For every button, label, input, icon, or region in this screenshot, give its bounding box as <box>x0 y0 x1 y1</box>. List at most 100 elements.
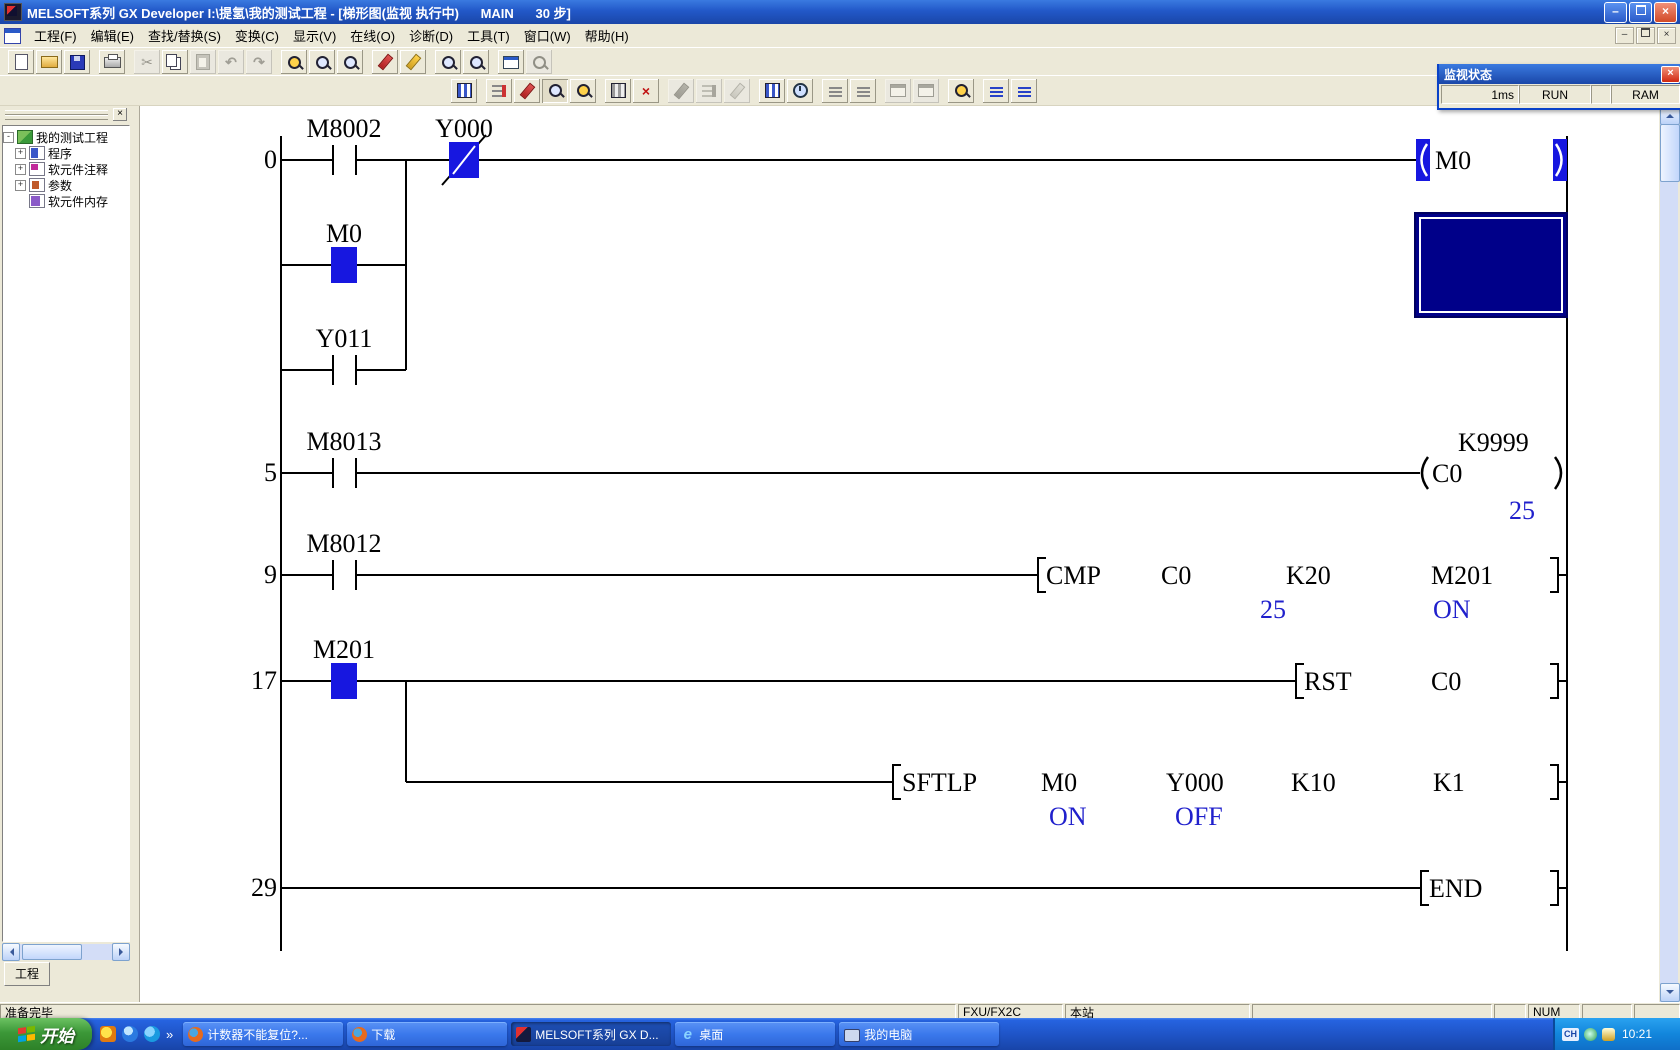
child-minimize-button[interactable]: – <box>1615 27 1634 44</box>
expand-icon[interactable]: + <box>15 179 26 191</box>
restore-button[interactable] <box>1629 1 1652 23</box>
menu-view[interactable]: 显示(V) <box>292 29 337 44</box>
sampling-trace-button[interactable] <box>787 78 813 103</box>
find-instruction-button[interactable] <box>309 50 335 74</box>
contact-m201-energized[interactable] <box>331 663 357 699</box>
menu-tools[interactable]: 工具(T) <box>467 29 510 44</box>
undo-button[interactable]: ↶ <box>218 50 244 74</box>
menu-diagnostics[interactable]: 诊断(D) <box>409 29 454 44</box>
taskbar-task-counter-question[interactable]: 计数器不能复位?... <box>183 1022 344 1046</box>
tree-item-parameter[interactable]: + 参数 <box>15 177 129 193</box>
collapse-icon[interactable]: - <box>3 131 14 143</box>
ladder-vertical-scrollbar[interactable] <box>1660 106 1680 1002</box>
expand-icon[interactable]: + <box>15 147 26 159</box>
monitor-stop-button[interactable]: × <box>633 78 659 103</box>
child-restore-button[interactable] <box>1636 27 1655 44</box>
open-project-button[interactable] <box>36 50 62 74</box>
rung-number: 17 <box>251 666 277 695</box>
menu-find-replace[interactable]: 查找/替换(S) <box>147 29 221 44</box>
zoom-out-button[interactable] <box>435 50 461 74</box>
gray-lines-icon <box>702 84 716 97</box>
tree-item-device-memory[interactable]: 软元件内存 <box>15 193 129 209</box>
quick-launch-icon-2[interactable] <box>122 1026 138 1042</box>
copy-button[interactable] <box>162 50 188 74</box>
menu-online[interactable]: 在线(O) <box>350 29 396 44</box>
tray-status-icon[interactable] <box>1584 1027 1597 1041</box>
tray-volume-icon[interactable] <box>1602 1027 1615 1041</box>
stop-cross-icon: × <box>641 82 651 99</box>
tree-item-device-comment[interactable]: + 软元件注释 <box>15 161 129 177</box>
find-step-button[interactable] <box>337 50 363 74</box>
entry-data-monitor-button[interactable] <box>948 78 974 103</box>
monitor-status-titlebar[interactable]: 监视状态 × <box>1439 64 1680 84</box>
find-device-button[interactable] <box>281 50 307 74</box>
minimize-button[interactable]: – <box>1604 1 1627 23</box>
menu-convert[interactable]: 变换(C) <box>234 29 279 44</box>
line-statement-button[interactable] <box>486 78 512 103</box>
coil-m0-left[interactable] <box>1416 139 1430 181</box>
scroll-thumb[interactable] <box>1660 124 1680 182</box>
window-arrange-button[interactable] <box>498 50 524 74</box>
write-during-run-button[interactable] <box>696 78 722 103</box>
panel-close-button[interactable]: × <box>113 108 127 121</box>
scroll-thumb[interactable] <box>22 944 82 960</box>
monitor-mode-button[interactable] <box>542 78 568 103</box>
tab-project[interactable]: 工程 <box>4 962 51 986</box>
start-button[interactable]: 开始 <box>0 1018 92 1050</box>
cut-button[interactable]: ✂ <box>134 50 160 74</box>
scroll-right-button[interactable] <box>112 943 130 961</box>
menu-window[interactable]: 窗口(W) <box>523 29 571 44</box>
menu-help[interactable]: 帮助(H) <box>584 29 629 44</box>
statement-display-button[interactable] <box>850 78 876 103</box>
scroll-down-button[interactable] <box>1660 983 1680 1002</box>
device-batch-monitor-button[interactable] <box>759 78 785 103</box>
edit-cursor[interactable] <box>1414 212 1568 318</box>
coil-m0-right[interactable] <box>1553 139 1567 181</box>
clock[interactable]: 10:21 <box>1622 1027 1653 1041</box>
rung-17: 17 M201 RST C0 SFTLP M0 Y000 K10 K1 ON O… <box>251 635 1567 831</box>
contact-m0-energized[interactable] <box>331 247 357 283</box>
tree-horizontal-scrollbar[interactable] <box>2 943 130 961</box>
tree-item-program[interactable]: + 程序 <box>15 145 129 161</box>
scroll-left-button[interactable] <box>2 943 20 961</box>
monitor-close-button[interactable]: × <box>1661 65 1680 83</box>
menu-project[interactable]: 工程(F) <box>34 29 77 44</box>
input-language-indicator[interactable]: CH <box>1562 1027 1579 1041</box>
tile-windows-button[interactable] <box>885 78 911 103</box>
online-edit-button[interactable] <box>668 78 694 103</box>
taskbar-task-my-computer[interactable]: 我的电脑 <box>839 1022 1000 1046</box>
partial-edit-button[interactable] <box>724 78 750 103</box>
quick-launch-icon-1[interactable] <box>100 1026 116 1042</box>
chevron-icon[interactable]: » <box>166 1026 174 1042</box>
quick-launch-icon-3[interactable] <box>144 1026 160 1042</box>
taskbar-task-desktop[interactable]: e 桌面 <box>675 1022 836 1046</box>
cascade-windows-button[interactable] <box>913 78 939 103</box>
monitor-write-mode-button[interactable] <box>570 78 596 103</box>
child-window-icon[interactable] <box>4 27 21 44</box>
paste-button[interactable] <box>190 50 216 74</box>
save-project-button[interactable] <box>64 50 90 74</box>
note-edit-button[interactable] <box>514 78 540 103</box>
panel-grip[interactable]: × <box>2 106 130 124</box>
project-data-list-button[interactable] <box>526 50 552 74</box>
ladder-editor[interactable]: 0 M8002 Y000 M0 Y011 M0 5 <box>139 106 1659 1002</box>
menu-edit[interactable]: 编辑(E) <box>90 29 134 44</box>
comment-display-button[interactable] <box>822 78 848 103</box>
expand-icon[interactable]: + <box>15 163 26 175</box>
device-test-button[interactable] <box>372 50 398 74</box>
print-button[interactable] <box>99 50 125 74</box>
program-mode-button[interactable] <box>451 78 477 103</box>
device-registration-button[interactable] <box>605 78 631 103</box>
taskbar-task-melsoft[interactable]: MELSOFT系列 GX D... <box>511 1022 672 1046</box>
coil-c0-left-paren[interactable] <box>1420 456 1430 490</box>
scaling-button[interactable] <box>983 78 1009 103</box>
zoom-in-button[interactable] <box>463 50 489 74</box>
taskbar-task-download[interactable]: 下载 <box>347 1022 508 1046</box>
tree-item-root[interactable]: - 我的测试工程 <box>3 129 129 145</box>
device-edit-button[interactable] <box>400 50 426 74</box>
new-project-button[interactable] <box>8 50 34 74</box>
close-button[interactable]: × <box>1654 1 1677 23</box>
redo-button[interactable]: ↷ <box>246 50 272 74</box>
child-close-button[interactable]: × <box>1657 27 1676 44</box>
scaling2-button[interactable] <box>1011 78 1037 103</box>
